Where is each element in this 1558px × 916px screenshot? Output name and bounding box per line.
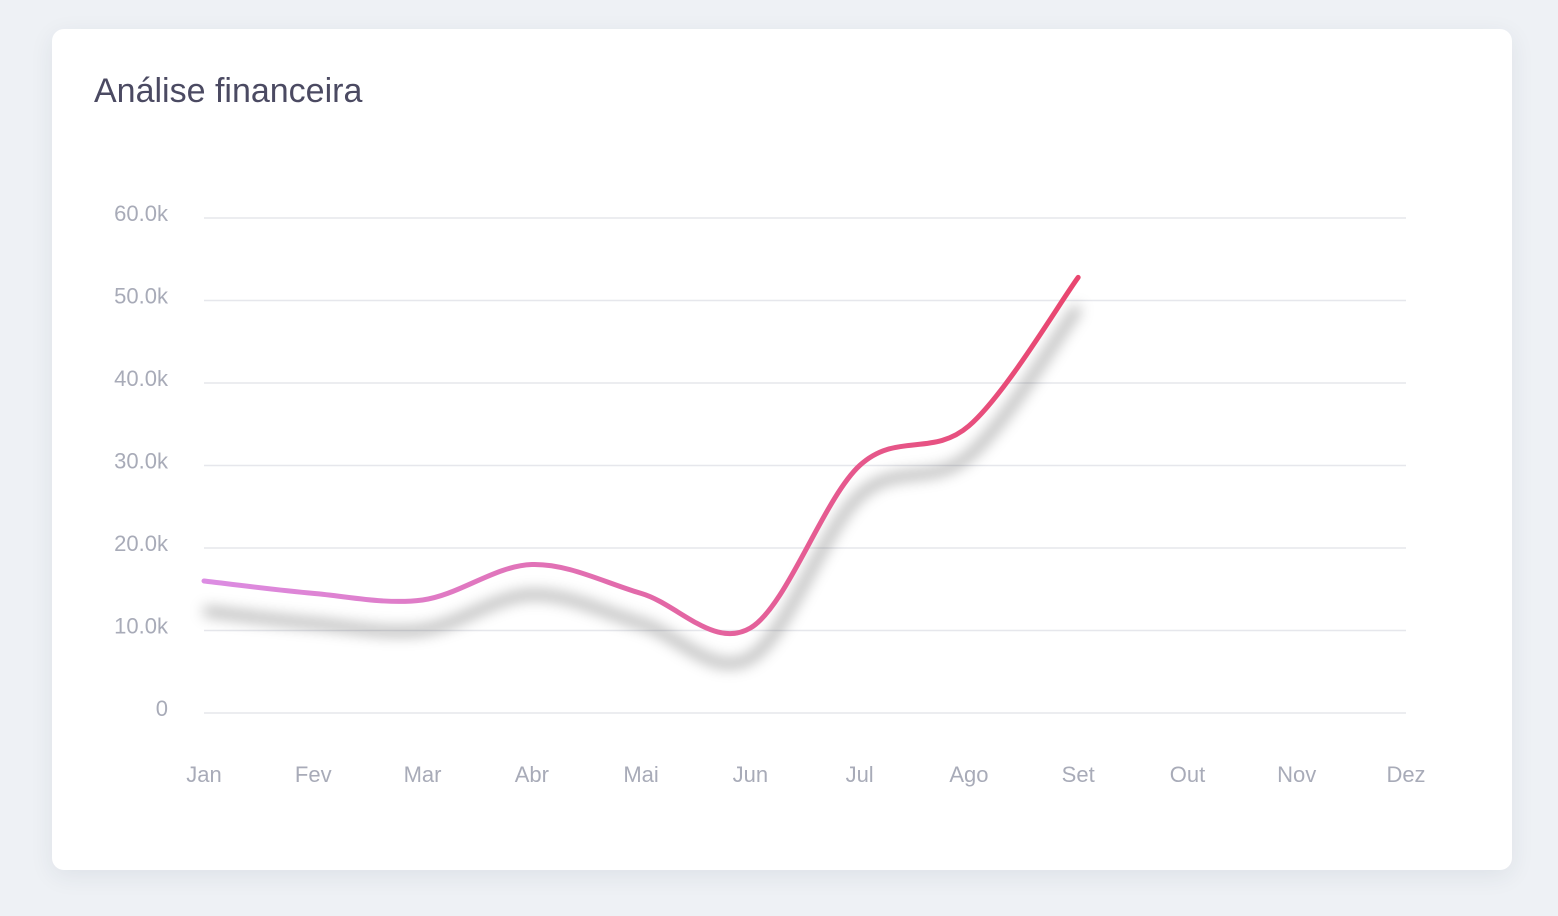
y-tick-label: 30.0k [114, 448, 169, 473]
y-tick-label: 10.0k [114, 613, 169, 638]
card [52, 29, 1512, 870]
line-shadow [203, 305, 1082, 668]
y-tick-label: 0 [156, 696, 168, 721]
y-tick-label: 20.0k [114, 531, 169, 556]
x-tick-label: Nov [1277, 762, 1316, 787]
y-tick-label: 60.0k [114, 201, 169, 226]
x-tick-label: Out [1170, 762, 1205, 787]
x-tick-label: Fev [295, 762, 332, 787]
x-tick-label: Dez [1386, 762, 1425, 787]
x-tick-label: Jun [733, 762, 768, 787]
chart-title: Análise financeira [94, 72, 362, 110]
x-tick-label: Ago [949, 762, 988, 787]
x-tick-label: Jul [846, 762, 874, 787]
x-tick-label: Set [1062, 762, 1095, 787]
x-tick-label: Abr [515, 762, 549, 787]
x-tick-label: Mai [623, 762, 658, 787]
line [201, 274, 1081, 637]
x-tick-label: Mar [404, 762, 442, 787]
y-tick-label: 50.0k [114, 283, 169, 308]
y-tick-label: 40.0k [114, 366, 169, 391]
x-tick-label: Jan [186, 762, 221, 787]
